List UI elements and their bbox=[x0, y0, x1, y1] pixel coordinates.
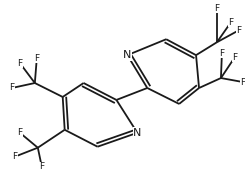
Text: F: F bbox=[39, 162, 44, 171]
Text: N: N bbox=[123, 50, 132, 60]
Text: F: F bbox=[9, 84, 14, 93]
Text: F: F bbox=[17, 59, 23, 68]
Text: F: F bbox=[12, 152, 17, 161]
Text: F: F bbox=[228, 18, 233, 27]
Text: N: N bbox=[133, 128, 142, 138]
Text: F: F bbox=[17, 128, 23, 137]
Text: F: F bbox=[236, 26, 241, 35]
Text: F: F bbox=[34, 54, 39, 63]
Text: F: F bbox=[214, 4, 220, 13]
Text: F: F bbox=[240, 78, 245, 86]
Text: F: F bbox=[219, 49, 224, 58]
Text: F: F bbox=[232, 53, 237, 62]
